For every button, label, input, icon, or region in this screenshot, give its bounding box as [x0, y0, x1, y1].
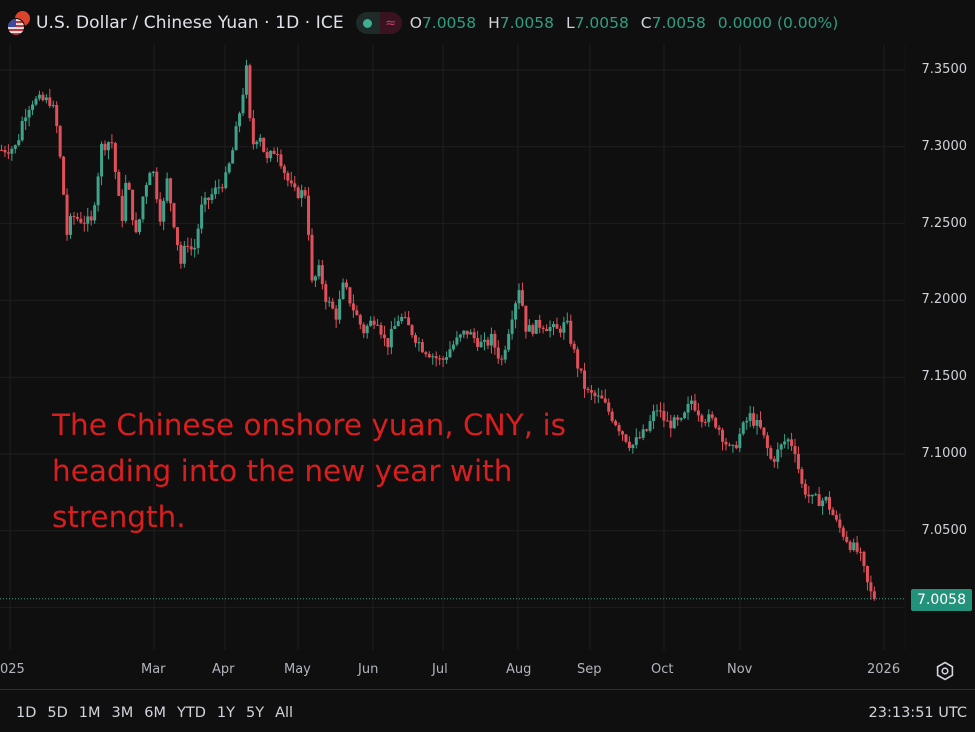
price-tick: 7.1500 [921, 369, 968, 384]
time-tick: 2026 [867, 662, 901, 677]
toolbar-divider [0, 689, 975, 690]
price-chart[interactable] [0, 45, 975, 650]
range-1m-button[interactable]: 1M [78, 705, 101, 721]
low-value: 7.0058 [574, 14, 629, 32]
time-tick: May [284, 662, 311, 677]
symbol-header: U.S. Dollar / Chinese Yuan · 1D · ICE ≈ … [0, 8, 845, 38]
settings-icon[interactable] [935, 661, 955, 681]
time-tick: Nov [727, 662, 753, 677]
price-tick: 7.3000 [921, 139, 968, 154]
time-tick: Apr [212, 662, 235, 677]
price-tick: 7.3500 [921, 62, 968, 77]
close-label: C [640, 14, 652, 32]
time-tick: 025 [0, 662, 25, 677]
range-all-button[interactable]: All [275, 705, 294, 721]
time-tick: Mar [141, 662, 166, 677]
range-ytd-button[interactable]: YTD [177, 705, 206, 721]
price-tick: 7.1000 [921, 446, 968, 461]
range-5y-button[interactable]: 5Y [246, 705, 265, 721]
price-tick: 7.0500 [921, 523, 968, 538]
high-value: 7.0058 [499, 14, 554, 32]
time-tick: Sep [577, 662, 602, 677]
range-3m-button[interactable]: 3M [111, 705, 134, 721]
range-6m-button[interactable]: 6M [144, 705, 167, 721]
time-tick: Jun [358, 662, 379, 677]
open-value: 7.0058 [421, 14, 477, 32]
last-price-badge: 7.0058 [911, 589, 972, 611]
status-pill[interactable]: ≈ [355, 12, 402, 34]
range-1y-button[interactable]: 1Y [216, 705, 236, 721]
close-value: 7.0058 [651, 14, 706, 32]
low-label: L [565, 14, 575, 32]
symbol-title[interactable]: U.S. Dollar / Chinese Yuan · 1D · ICE [36, 13, 344, 33]
time-tick: Aug [506, 662, 532, 677]
range-5d-button[interactable]: 5D [47, 705, 68, 721]
time-tick: Oct [651, 662, 674, 677]
open-label: O [409, 14, 422, 32]
compare-icon[interactable]: ≈ [379, 12, 402, 34]
chart-annotation: The Chinese onshore yuan, CNY, is headin… [52, 408, 567, 534]
high-label: H [488, 14, 500, 32]
ohlc-values: O7.0058 H7.0058 L7.0058 C7.0058 0.0000 (… [410, 14, 846, 32]
date-range-bar: 1D 5D 1M 3M 6M YTD 1Y 5Y All [16, 705, 304, 721]
range-1d-button[interactable]: 1D [16, 705, 37, 721]
market-status-icon [355, 12, 380, 34]
price-tick: 7.2000 [921, 292, 968, 307]
change-value: 0.0000 (0.00%) [717, 14, 839, 32]
timezone-clock[interactable]: 23:13:51 UTC [868, 705, 967, 721]
time-tick: Jul [432, 662, 448, 677]
price-tick: 7.2500 [921, 216, 968, 231]
currency-pair-flag-icon [6, 10, 32, 36]
